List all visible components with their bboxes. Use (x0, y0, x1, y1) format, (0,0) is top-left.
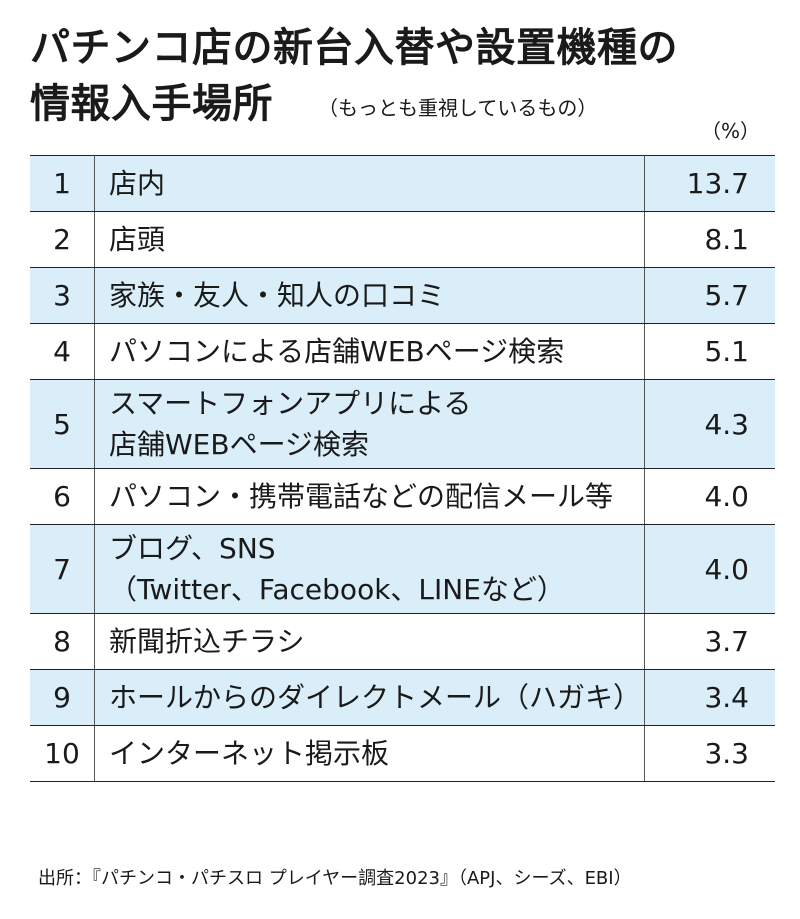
value-cell: 4.3 (644, 379, 775, 469)
chart-title-line1: パチンコ店の新台入替や設置機種の (30, 25, 678, 71)
source-name-cell: 店頭 (94, 211, 645, 268)
rank-cell: 5 (30, 379, 95, 469)
value-cell: 13.7 (644, 155, 775, 212)
source-name-line: 店頭 (109, 223, 166, 256)
unit-label: （%） (700, 119, 760, 143)
rank-cell: 2 (30, 211, 95, 268)
value-cell: 3.7 (644, 613, 775, 670)
source-name-cell: 新聞折込チラシ (94, 613, 645, 670)
ranking-table-body: 1 店内 13.7 2 店頭 8.1 3 家族・友人・知人の口コミ 5.7 4 パソコンによる店舗W… (30, 155, 775, 782)
source-name-cell: パソコンによる店舗WEBページ検索 (94, 323, 645, 380)
source-name-line: 新聞折込チラシ (109, 625, 305, 658)
source-name-line: 家族・友人・知人の口コミ (109, 279, 446, 312)
source-name-cell: パソコン・携帯電話などの配信メール等 (94, 468, 645, 525)
source-name-line: スマートフォンアプリによる (109, 387, 472, 420)
source-name-cell: スマートフォンアプリによる 店舗WEBページ検索 (94, 379, 645, 469)
rank-cell: 4 (30, 323, 95, 380)
table-row: 2 店頭 8.1 (30, 211, 775, 268)
rank-cell: 1 (30, 155, 95, 212)
table-row: 4 パソコンによる店舗WEBページ検索 5.1 (30, 323, 775, 380)
table-row: 1 店内 13.7 (30, 155, 775, 212)
value-cell: 3.3 (644, 725, 775, 782)
source-name-line: 店内 (109, 167, 166, 200)
source-name-line: 店舗WEBページ検索 (109, 428, 370, 461)
table-row: 9 ホールからのダイレクトメール（ハガキ） 3.4 (30, 669, 775, 726)
source-name-line: （Twitter、Facebook、LINEなど） (109, 573, 565, 606)
value-cell: 8.1 (644, 211, 775, 268)
source-name-cell: 店内 (94, 155, 645, 212)
table-row: 10 インターネット掲示板 3.3 (30, 725, 775, 782)
table-row: 8 新聞折込チラシ 3.7 (30, 613, 775, 670)
table-row: 3 家族・友人・知人の口コミ 5.7 (30, 267, 775, 324)
value-cell: 5.7 (644, 267, 775, 324)
ranking-table: 1 店内 13.7 2 店頭 8.1 3 家族・友人・知人の口コミ 5.7 4 パソコンによる店舗W… (30, 155, 775, 782)
source-note: 出所：『パチンコ・パチスロ プレイヤー調査2023』（APJ、シーズ、EBI） (38, 868, 632, 889)
source-name-line: パソコンによる店舗WEBページ検索 (109, 335, 565, 368)
source-name-cell: ブログ、SNS （Twitter、Facebook、LINEなど） (94, 524, 645, 614)
rank-cell: 9 (30, 669, 95, 726)
table-row: 6 パソコン・携帯電話などの配信メール等 4.0 (30, 468, 775, 525)
value-cell: 4.0 (644, 468, 775, 525)
value-cell: 3.4 (644, 669, 775, 726)
source-name-line: インターネット掲示板 (109, 737, 390, 770)
table-row: 7 ブログ、SNS （Twitter、Facebook、LINEなど） 4.0 (30, 524, 775, 614)
rank-cell: 10 (30, 725, 95, 782)
source-name-cell: 家族・友人・知人の口コミ (94, 267, 645, 324)
chart-subtitle: （もっとも重視しているもの） (318, 96, 598, 120)
source-name-cell: インターネット掲示板 (94, 725, 645, 782)
rank-cell: 7 (30, 524, 95, 614)
rank-cell: 6 (30, 468, 95, 525)
table-row: 5 スマートフォンアプリによる 店舗WEBページ検索 4.3 (30, 379, 775, 469)
chart-title-line2: 情報入手場所 (30, 81, 273, 127)
value-cell: 4.0 (644, 524, 775, 614)
value-cell: 5.1 (644, 323, 775, 380)
source-name-line: パソコン・携帯電話などの配信メール等 (109, 480, 614, 513)
source-name-line: ホールからのダイレクトメール（ハガキ） (109, 681, 642, 714)
source-name-cell: ホールからのダイレクトメール（ハガキ） (94, 669, 645, 726)
rank-cell: 8 (30, 613, 95, 670)
source-name-line: ブログ、SNS (109, 532, 276, 565)
rank-cell: 3 (30, 267, 95, 324)
